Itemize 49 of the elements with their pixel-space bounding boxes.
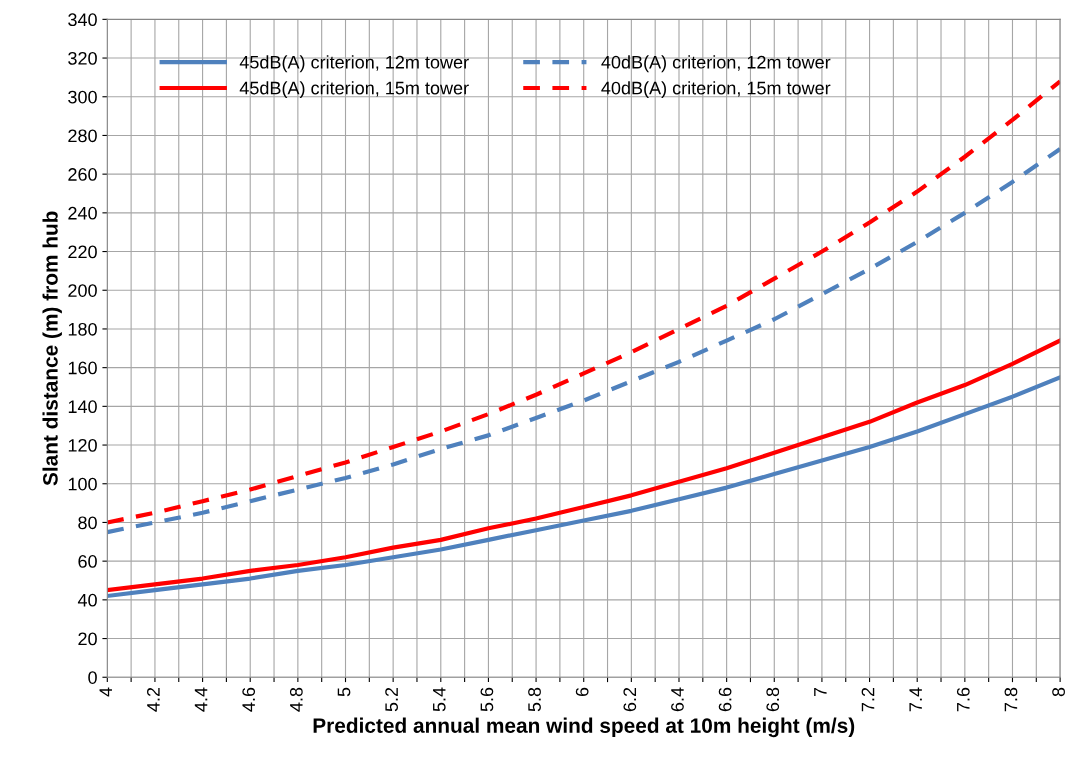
x-tick-label: 5.4 xyxy=(433,687,446,712)
y-tick-label: 20 xyxy=(78,632,97,646)
y-tick-label: 340 xyxy=(68,13,97,27)
x-tick-label: 6.6 xyxy=(718,687,732,712)
x-tick-label: 7.4 xyxy=(909,687,922,712)
x-tick-label: 4.4 xyxy=(194,687,208,712)
x-tick-label: 5 xyxy=(337,687,351,697)
x-tick-label: 4 xyxy=(99,687,112,697)
y-tick-label: 100 xyxy=(68,477,97,491)
y-tick-label: 260 xyxy=(68,168,97,181)
y-tick-label: 160 xyxy=(68,361,97,375)
y-tick-label: 0 xyxy=(88,671,97,684)
y-tick-label: 200 xyxy=(68,284,97,297)
line-series xyxy=(107,375,1061,599)
y-tick-label: 220 xyxy=(68,245,97,259)
x-tick-label: 4.6 xyxy=(242,687,256,712)
x-tick-label: 7.8 xyxy=(1004,687,1018,712)
legend-label: 45dB(A) criterion, 15m tower xyxy=(239,81,469,99)
x-tick-label: 7.6 xyxy=(956,687,970,712)
y-tick-label: 120 xyxy=(68,438,97,452)
legend-label: 45dB(A) criterion, 12m tower xyxy=(239,55,469,73)
y-tick-label: 140 xyxy=(68,400,97,414)
x-tick-label: 6.8 xyxy=(766,687,780,712)
legend-label: 40dB(A) criterion, 12m tower xyxy=(601,55,831,73)
y-tick-label: 240 xyxy=(68,206,97,220)
x-tick-label: 6.4 xyxy=(671,687,684,712)
x-tick-label: 5.2 xyxy=(385,687,398,712)
legend-label: 40dB(A) criterion, 15m tower xyxy=(601,81,831,99)
y-tick-label: 80 xyxy=(78,516,97,530)
x-tick-label: 4.2 xyxy=(147,687,160,712)
y-tick-label: 300 xyxy=(68,90,97,104)
y-axis-title: Slant distance (m) from hub xyxy=(42,211,62,486)
x-tick-label: 7.2 xyxy=(861,687,875,712)
x-tick-label: 5.6 xyxy=(480,687,494,712)
x-tick-label: 4.8 xyxy=(289,687,303,712)
y-tick-label: 180 xyxy=(68,322,97,336)
x-axis-title: Predicted annual mean wind speed at 10m height (m/s) xyxy=(313,717,855,738)
y-tick-label: 60 xyxy=(78,555,97,568)
x-tick-label: 6 xyxy=(575,687,589,697)
x-tick-label: 7 xyxy=(814,687,827,697)
line-series xyxy=(107,146,1061,535)
x-tick-label: 5.8 xyxy=(528,687,541,712)
line-series xyxy=(107,79,1061,525)
y-tick-label: 320 xyxy=(68,51,97,65)
x-tick-label: 6.2 xyxy=(623,687,637,712)
y-tick-label: 280 xyxy=(68,129,97,143)
line-series xyxy=(107,338,1061,593)
x-tick-label: 8 xyxy=(1052,687,1065,697)
y-tick-label: 40 xyxy=(77,593,97,607)
